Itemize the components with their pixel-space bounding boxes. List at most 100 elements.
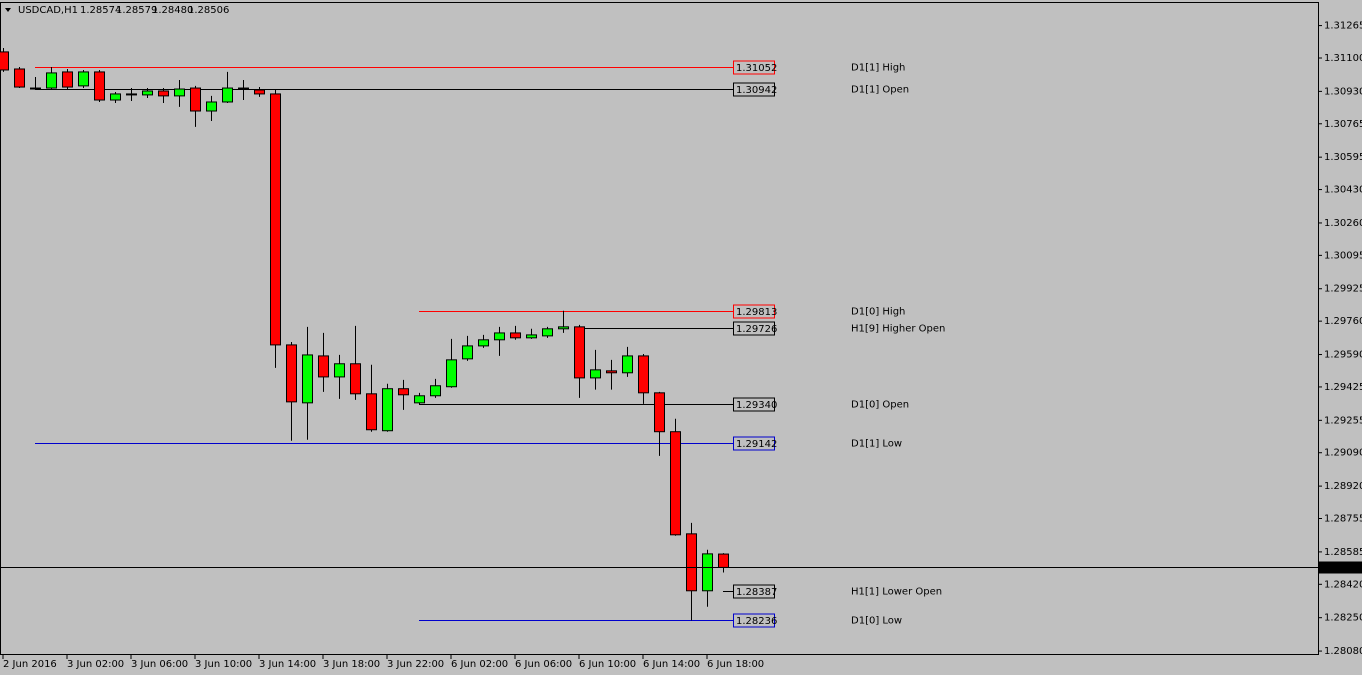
candle-body [670,431,681,536]
bid-price-label: 1.28506 [1322,563,1362,574]
x-tick-label: 2 Jun 2016 [3,659,57,670]
candle-body [638,355,649,394]
level-price-label: 1.30942 [736,85,777,96]
symbol-label: USDCAD,H1 [18,5,78,16]
level-price-box [733,304,775,319]
candle-body [702,553,713,592]
candle-body [30,87,41,90]
candle-body [350,363,361,395]
level-price-label: 1.28387 [736,587,777,598]
level-price-label: 1.28236 [736,616,777,627]
candle-body [558,326,569,330]
x-tick-label: 6 Jun 02:00 [451,659,508,670]
header-open: 1.28574 [80,5,121,16]
y-tick-label: 1.29255 [1324,415,1362,426]
candle-body [78,71,89,87]
candle-body [190,87,201,112]
candle-body [398,388,409,396]
y-tick-label: 1.29425 [1324,382,1362,393]
level-name: H1[9] Higher Open [851,324,945,335]
x-tick-label: 6 Jun 14:00 [643,659,700,670]
level-name: D1[1] Low [851,439,902,450]
candle-body [254,89,265,95]
level-name: H1[1] Lower Open [851,587,942,598]
candle-body [606,370,617,374]
candle-body [382,388,393,432]
y-tick-label: 1.28080 [1324,646,1362,657]
header-low: 1.28480 [152,5,193,16]
x-tick-label: 6 Jun 18:00 [707,659,764,670]
level-price-box [733,321,775,336]
header-high: 1.28579 [116,5,157,16]
candle-body [142,90,153,96]
level-price-label: 1.31052 [736,63,777,74]
y-tick-label: 1.28920 [1324,481,1362,492]
candle-body [286,344,297,403]
header-close: 1.28506 [188,5,229,16]
level-price-box [733,584,775,599]
level-price-label: 1.29340 [736,400,777,411]
candle-body [494,332,505,341]
x-tick-label: 3 Jun 10:00 [195,659,252,670]
candle-body [654,392,665,433]
candle-body [590,369,601,379]
level-name: D1[0] Low [851,616,902,627]
candle-body [126,93,137,96]
candle-body [14,68,25,88]
level-price-label: 1.29726 [736,324,777,335]
candle-body [430,385,441,397]
candle-body [542,328,553,337]
candle-body [94,71,105,101]
candle-body [46,72,57,89]
candle-body [622,355,633,374]
candle-body [686,533,697,592]
y-tick-label: 1.31100 [1324,53,1362,64]
level-name: D1[0] High [851,307,905,318]
y-tick-label: 1.28585 [1324,547,1362,558]
candle-body [110,93,121,101]
level-name: D1[1] Open [851,85,909,96]
y-tick-label: 1.30595 [1324,152,1362,163]
candle-body [526,334,537,339]
level-price-label: 1.29813 [736,307,777,318]
level-price-box [733,436,775,451]
level-price-box [733,613,775,628]
candle-body [574,326,585,379]
x-tick-label: 6 Jun 06:00 [515,659,572,670]
x-tick-label: 3 Jun 02:00 [67,659,124,670]
candle-body [302,354,313,404]
candle-body [0,51,9,71]
level-name: D1[1] High [851,63,905,74]
y-tick-label: 1.29760 [1324,316,1362,327]
y-tick-label: 1.29590 [1324,350,1362,361]
candle-body [318,355,329,378]
candle-body [206,101,217,112]
level-price-label: 1.29142 [736,439,777,450]
candle-body [62,71,73,88]
y-tick-label: 1.30930 [1324,86,1362,97]
menu-arrow[interactable] [5,8,11,12]
candle-body [462,345,473,360]
x-tick-label: 3 Jun 18:00 [323,659,380,670]
candle-body [718,553,729,568]
y-tick-label: 1.30260 [1324,218,1362,229]
level-name: D1[0] Open [851,400,909,411]
candle-body [174,88,185,97]
candle-body [238,87,249,90]
candle-body [222,87,233,103]
bid-price-box [1319,561,1362,574]
candle-body [446,359,457,388]
candle-body [414,395,425,404]
candle-body [366,393,377,431]
level-price-box [733,60,775,75]
candle-body [510,332,521,339]
y-tick-label: 1.30095 [1324,250,1362,261]
y-tick-label: 1.29090 [1324,448,1362,459]
y-tick-label: 1.30765 [1324,119,1362,130]
y-tick-label: 1.28250 [1324,613,1362,624]
y-tick-label: 1.28420 [1324,579,1362,590]
y-tick-label: 1.31265 [1324,21,1362,32]
x-tick-label: 6 Jun 10:00 [579,659,636,670]
y-tick-label: 1.28755 [1324,514,1362,525]
